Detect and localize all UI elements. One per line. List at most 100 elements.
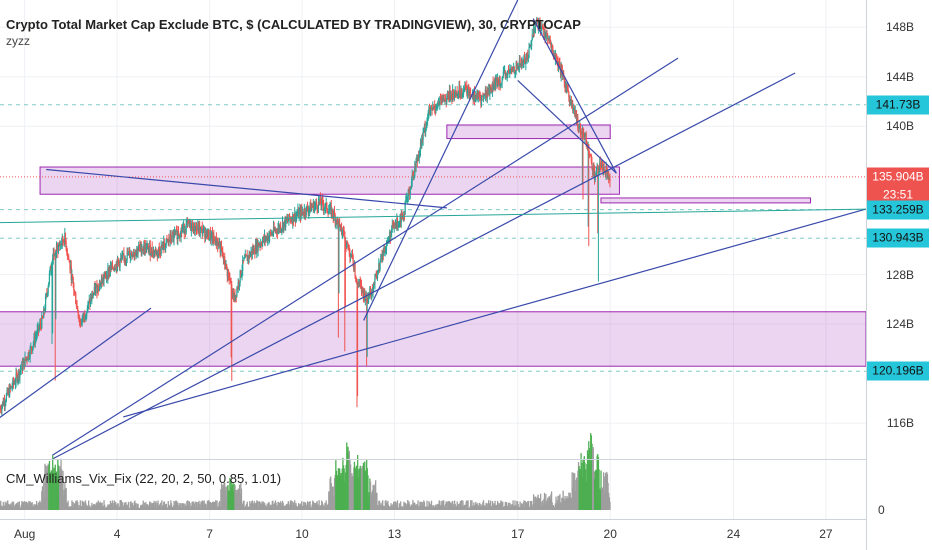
candle-body <box>509 69 512 71</box>
vix-bar <box>218 501 221 510</box>
candle-body <box>287 220 289 222</box>
candle-body <box>244 257 246 259</box>
candle-body <box>428 108 431 114</box>
candle-body <box>410 181 413 188</box>
candle-body <box>9 386 11 389</box>
price-tick-label: 144B <box>885 69 914 84</box>
candle-body <box>507 70 510 72</box>
price-tick-label: 140B <box>885 119 914 134</box>
candle-body <box>100 282 102 286</box>
candle-body <box>572 103 574 110</box>
candle-body <box>576 117 578 123</box>
candle-body <box>93 293 95 296</box>
candle-body <box>274 229 276 231</box>
candle-body <box>102 277 104 283</box>
candle-body <box>521 61 523 65</box>
candle-body <box>470 93 472 97</box>
candle-body <box>126 252 128 261</box>
candle-body <box>599 162 601 167</box>
candle-body <box>522 61 524 63</box>
candle-body <box>252 249 254 253</box>
candle-body <box>342 229 345 231</box>
candle-body <box>475 95 478 97</box>
candle-body <box>500 83 503 84</box>
candle-body <box>96 284 99 294</box>
candle-body <box>293 219 295 222</box>
price-tick-label: 128B <box>885 267 914 282</box>
candle-body <box>192 230 194 233</box>
candle-body <box>173 232 175 240</box>
candle-body <box>516 65 519 66</box>
candle-body <box>190 225 192 231</box>
candle-body <box>559 62 561 66</box>
candle-body <box>369 287 371 294</box>
candle-body <box>532 34 534 37</box>
candle-body <box>415 162 417 168</box>
candle-body <box>232 291 234 298</box>
candle-body <box>160 246 162 255</box>
vix-bar <box>43 482 45 510</box>
candle-body <box>12 379 14 387</box>
candle-body <box>566 84 568 93</box>
candle-body <box>516 61 518 66</box>
candle-body <box>123 256 126 261</box>
candle-body <box>188 222 191 225</box>
candle-body <box>109 270 111 273</box>
vix-bar <box>367 475 369 510</box>
vix-bar <box>531 500 533 510</box>
vix-bar <box>180 503 182 510</box>
candle-body <box>265 238 267 241</box>
candle-body <box>238 281 240 286</box>
candle-body <box>354 264 356 277</box>
candle-body <box>541 25 544 28</box>
candle-body <box>134 252 136 255</box>
candle-body <box>278 225 280 229</box>
candle-body <box>150 253 152 256</box>
candle-body <box>120 258 122 260</box>
trendline <box>532 18 617 174</box>
vix-bar <box>412 500 414 510</box>
indicator-label[interactable]: CM_Williams_Vix_Fix (22, 20, 2, 50, 0.85… <box>6 471 282 486</box>
candle-body <box>142 250 144 251</box>
candle-body <box>113 268 115 271</box>
candle-body <box>56 245 58 247</box>
candle-body <box>564 83 566 88</box>
candle-body <box>45 293 47 298</box>
candle-body <box>403 211 405 219</box>
vix-bar <box>545 493 547 510</box>
candle-body <box>296 214 298 216</box>
candle-body <box>245 255 248 257</box>
candle-body <box>478 92 480 94</box>
candle-body <box>3 400 6 405</box>
candle-body <box>389 231 391 240</box>
candle-body <box>318 201 320 203</box>
candle-body <box>288 214 290 221</box>
candle-body <box>391 224 393 229</box>
candle-body <box>565 84 567 93</box>
candle-body <box>392 224 394 226</box>
candle-body <box>584 134 586 137</box>
candle-body <box>5 401 7 404</box>
candle-body <box>316 205 318 210</box>
vix-bar <box>268 501 270 510</box>
candle-body <box>567 89 569 92</box>
candle-body <box>315 201 317 205</box>
candle-body <box>482 95 484 97</box>
candle-body <box>590 155 592 162</box>
candle-body <box>274 229 277 232</box>
candle-body <box>105 274 107 278</box>
vix-bar <box>189 503 191 510</box>
candle-body <box>405 201 407 202</box>
candle-body <box>596 166 598 168</box>
candle-body <box>577 128 580 130</box>
candle-body <box>569 100 571 102</box>
candle-body <box>265 236 268 239</box>
candle-body <box>221 250 223 252</box>
candle-body <box>36 329 38 336</box>
candle-body <box>416 158 418 162</box>
candle-body <box>259 244 261 246</box>
candle-body <box>348 246 350 248</box>
candle-body <box>299 209 302 218</box>
candle-body <box>260 243 262 245</box>
